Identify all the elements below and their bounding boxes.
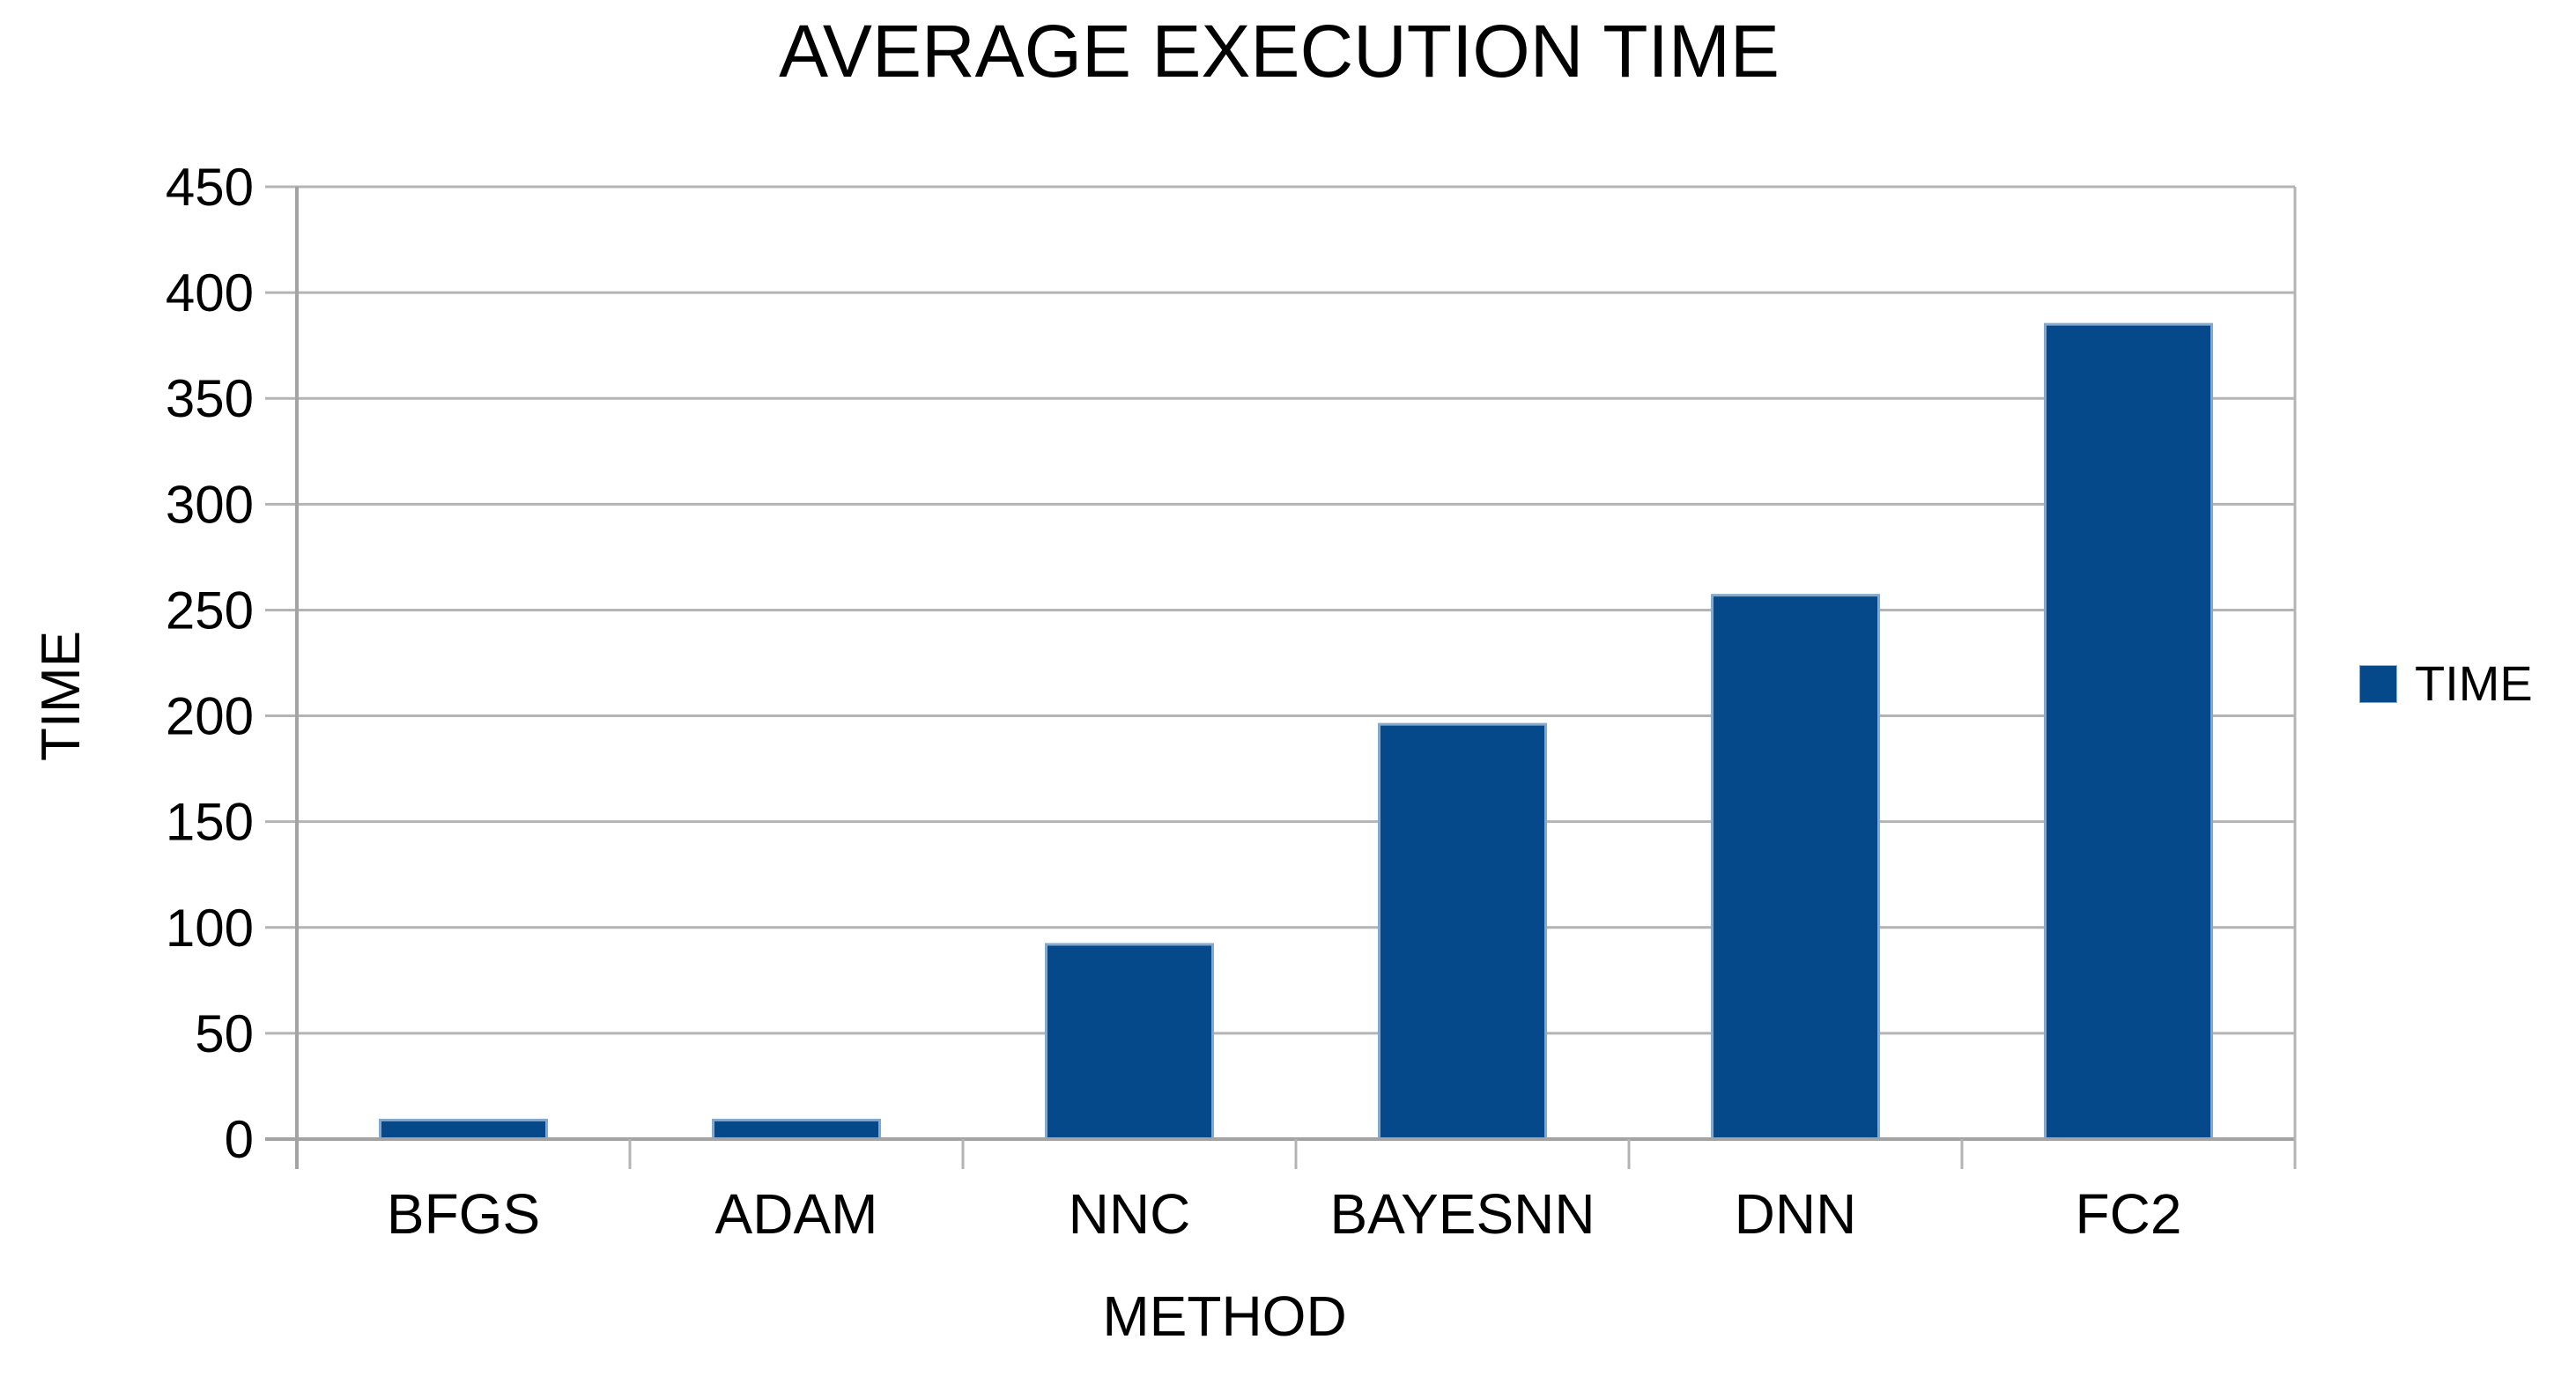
y-tick-label: 150 <box>166 793 254 852</box>
x-axis-title: METHOD <box>1102 1284 1347 1348</box>
y-tick-label: 200 <box>166 687 254 746</box>
legend-swatch <box>2359 664 2397 703</box>
y-tick-label: 300 <box>166 475 254 534</box>
bar-dnn <box>1711 594 1880 1141</box>
bar-bayesnn <box>1378 722 1547 1141</box>
x-category-label: NNC <box>1069 1182 1191 1246</box>
x-category-label: BFGS <box>387 1182 540 1246</box>
bar-fc2 <box>2044 322 2213 1141</box>
y-tick-label: 0 <box>225 1110 254 1169</box>
bar-nnc <box>1045 943 1214 1141</box>
y-tick-label: 100 <box>166 899 254 958</box>
bar-adam <box>712 1118 881 1141</box>
y-tick-label: 450 <box>166 158 254 217</box>
chart-title: AVERAGE EXECUTION TIME <box>779 10 1780 93</box>
x-category-label: BAYESNN <box>1329 1182 1595 1246</box>
y-tick-label: 350 <box>166 369 254 428</box>
x-category-label: ADAM <box>715 1182 878 1246</box>
y-tick-label: 50 <box>195 1004 254 1063</box>
y-tick-label: 250 <box>166 581 254 640</box>
y-axis-title: TIME <box>31 630 92 762</box>
x-category-label: FC2 <box>2076 1182 2182 1246</box>
x-category-label: DNN <box>1735 1182 1857 1246</box>
y-tick-label: 400 <box>166 263 254 322</box>
bar-bfgs <box>379 1118 548 1141</box>
legend-label: TIME <box>2415 655 2533 711</box>
legend: TIME <box>2359 659 2533 708</box>
